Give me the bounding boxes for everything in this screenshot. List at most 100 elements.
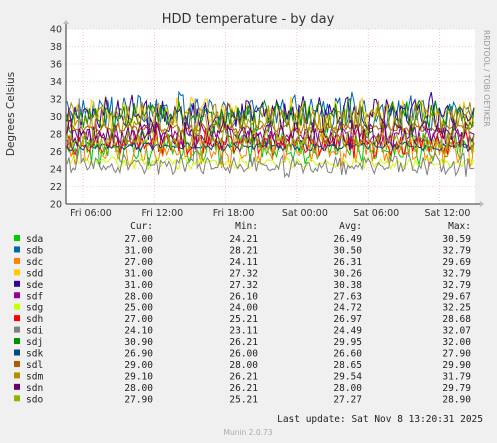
legend-value-sdk: 26.90 [124, 349, 153, 360]
legend-value-sdc: 26.31 [333, 257, 362, 268]
legend-value-sde: 27.32 [229, 280, 258, 291]
legend-name-sdj: sdj [26, 337, 43, 348]
legend-value-sdd: 27.32 [229, 268, 258, 279]
legend-value-sdk: 26.60 [333, 349, 362, 360]
y-tick-label: 40 [50, 25, 62, 36]
legend-name-sdm: sdm [26, 371, 43, 382]
y-tick-label: 38 [50, 42, 62, 53]
legend-column-header: Cur: [130, 221, 153, 232]
legend-name-sdn: sdn [26, 383, 43, 394]
axes: 20 22 24 26 28 30 32 34 36 38 40 Fri 06:00 Fri 12:00… [50, 20, 484, 219]
legend-swatch-sda [14, 235, 20, 241]
legend-value-sdg: 24.00 [229, 303, 258, 314]
legend-name-sdc: sdc [26, 257, 43, 268]
legend-value-sdh: 27.00 [124, 314, 153, 325]
chart-title: HDD temperature - by day [162, 12, 335, 27]
y-tick-label: 28 [50, 130, 62, 141]
legend-swatch-sdc [14, 257, 20, 264]
y-tick-label: 30 [50, 112, 62, 123]
legend-value-sde: 31.00 [124, 280, 153, 291]
legend-value-sdf: 28.00 [124, 291, 153, 302]
legend-value-sdf: 29.67 [442, 291, 471, 302]
legend-value-sdb: 32.79 [442, 245, 471, 256]
y-tick-label: 22 [50, 182, 62, 193]
y-axis-arrow [63, 20, 69, 24]
legend-swatch-sdl [14, 360, 20, 367]
legend-swatch-sdo [14, 395, 20, 402]
legend-name-sdk: sdk [26, 349, 43, 360]
legend-value-sdi: 24.10 [124, 326, 153, 337]
x-tick-label: Sat 00:00 [282, 208, 328, 219]
series-line-sdj [66, 98, 475, 150]
legend-value-sdn: 28.00 [333, 383, 362, 394]
y-axis-label: Degrees Celsius [5, 72, 17, 156]
legend-value-sde: 30.38 [333, 280, 362, 291]
x-tick-label: Sat 12:00 [425, 208, 471, 219]
x-tick-label: Fri 12:00 [141, 208, 183, 219]
legend-name-sdb: sdb [26, 245, 43, 256]
legend-swatch-sde [14, 280, 20, 287]
legend-name-sdl: sdl [26, 360, 43, 371]
legend-value-sda: 26.49 [333, 234, 362, 245]
legend-name-sdh: sdh [26, 314, 43, 325]
legend-value-sdo: 27.27 [333, 394, 362, 405]
legend-swatch-sdk [14, 349, 20, 356]
legend-swatch-sdh [14, 315, 20, 322]
legend-name-sde: sde [26, 280, 43, 291]
legend-name-sda: sda [26, 234, 43, 245]
legend-swatch-sdd [14, 269, 20, 276]
legend-swatch-sdj [14, 338, 20, 345]
series-line-sdo [66, 124, 475, 159]
legend-value-sdc: 29.69 [442, 257, 471, 268]
legend-value-sda: 24.21 [229, 234, 258, 245]
legend-value-sdn: 28.00 [124, 383, 153, 394]
legend-value-sdg: 24.72 [333, 303, 362, 314]
legend-value-sdg: 32.25 [442, 303, 471, 314]
legend-value-sdn: 29.79 [442, 383, 471, 394]
legend-swatch-sdi [14, 326, 20, 333]
legend-value-sdd: 31.00 [124, 268, 153, 279]
legend-value-sdi: 32.07 [442, 326, 471, 337]
legend-name-sdd: sdd [26, 268, 43, 279]
legend-value-sdb: 31.00 [124, 245, 153, 256]
legend-name-sdo: sdo [26, 394, 43, 405]
series-line-sdg [66, 155, 475, 171]
legend-value-sdb: 28.21 [229, 245, 258, 256]
legend-swatch-sdg [14, 303, 20, 310]
y-tick-label: 24 [50, 165, 62, 176]
legend-swatch-sdm [14, 372, 20, 379]
legend-name-sdi: sdi [26, 326, 43, 337]
legend-value-sdh: 26.97 [333, 314, 362, 325]
legend-value-sdk: 26.00 [229, 349, 258, 360]
legend-value-sdi: 24.49 [333, 326, 362, 337]
legend-value-sdm: 26.21 [229, 371, 258, 382]
legend-value-sdc: 24.11 [229, 257, 258, 268]
legend-value-sdd: 32.79 [442, 268, 471, 279]
legend-name-sdf: sdf [26, 291, 43, 302]
legend-value-sdm: 29.54 [333, 371, 362, 382]
legend-value-sdk: 27.90 [442, 349, 471, 360]
series-line-sdl [66, 117, 475, 136]
legend-column-header: Min: [235, 221, 258, 232]
series-line-sdi [66, 98, 475, 179]
legend-value-sdi: 23.11 [229, 326, 258, 337]
legend-value-sdj: 30.90 [124, 337, 153, 348]
x-tick-label: Fri 18:00 [213, 208, 255, 219]
legend-column-header: Max: [448, 221, 471, 232]
legend-value-sdj: 32.00 [442, 337, 471, 348]
legend-value-sdm: 29.10 [124, 371, 153, 382]
legend-value-sdl: 28.00 [229, 360, 258, 371]
legend-value-sdb: 30.50 [333, 245, 362, 256]
legend-value-sdf: 27.63 [333, 291, 362, 302]
legend-name-sdg: sdg [26, 303, 43, 314]
legend-value-sdh: 28.68 [442, 314, 471, 325]
legend-column-header: Avg: [339, 221, 362, 232]
legend-value-sda: 30.59 [442, 234, 471, 245]
y-tick-label: 26 [50, 147, 62, 158]
legend-value-sdj: 29.95 [333, 337, 362, 348]
series-lines [66, 90, 475, 179]
legend-value-sdn: 26.21 [229, 383, 258, 394]
legend-value-sdh: 25.21 [229, 314, 258, 325]
legend-value-sdl: 29.00 [124, 360, 153, 371]
